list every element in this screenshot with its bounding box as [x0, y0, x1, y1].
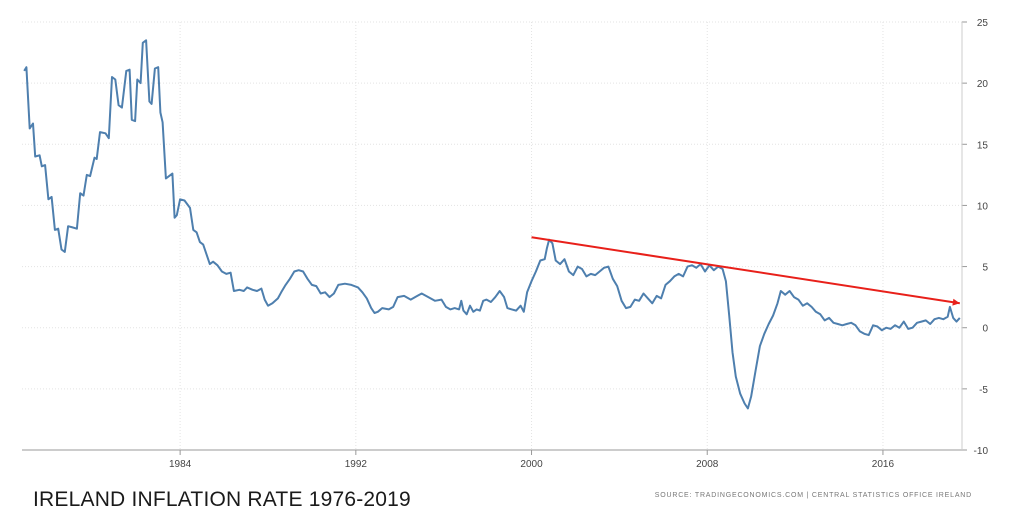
series-lines	[23, 39, 961, 410]
chart-title: IRELAND INFLATION RATE 1976-2019	[33, 488, 411, 511]
y-tick-label: 25	[977, 18, 989, 29]
inflation-series-line	[23, 39, 961, 410]
x-axis-ticks: 1984 1992 2000 2008 2016	[169, 459, 894, 470]
y-tick-label: 10	[977, 201, 989, 212]
annotations	[531, 236, 960, 306]
x-tick-label: 2000	[520, 459, 543, 470]
grid-lines	[22, 21, 967, 455]
trend-arrowhead	[952, 298, 960, 306]
y-tick-label: 20	[977, 79, 989, 90]
x-tick-label: 2016	[872, 459, 895, 470]
y-axis-ticks: 25 20 15 10 5 0 -5 -10	[974, 18, 989, 457]
source-note: SOURCE: TRADINGECONOMICS.COM | CENTRAL S…	[654, 492, 972, 499]
x-tick-label: 1984	[169, 459, 192, 470]
y-tick-label: -10	[974, 446, 989, 457]
y-tick-label: 5	[982, 263, 988, 274]
y-tick-label: -5	[979, 385, 988, 396]
y-tick-label: 0	[982, 324, 988, 335]
x-tick-label: 2008	[696, 459, 719, 470]
trend-line	[531, 236, 960, 305]
x-tick-label: 1992	[345, 459, 368, 470]
y-tick-label: 15	[977, 140, 989, 151]
